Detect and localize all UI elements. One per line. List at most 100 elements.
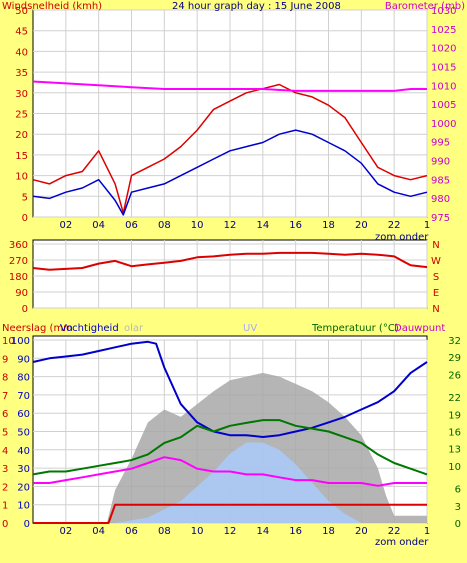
climate-x-tick-label: 04 (92, 526, 105, 537)
chart-title: 24 hour graph day : 15 June 2008 (172, 1, 341, 12)
climate-x-tick-label: 10 (191, 526, 204, 537)
dewpoint-line (33, 456, 427, 487)
rain-line (33, 503, 427, 524)
climate-x-tick-label: 02 (59, 526, 72, 537)
wind-x-tick-label: 18 (322, 220, 335, 231)
temperature-y-tick-label: 32 (448, 336, 461, 347)
uv-area (115, 442, 362, 523)
direction-y-tick-label: 270 (9, 256, 28, 267)
barometer-y-tick-label: 975 (431, 213, 450, 224)
wind-y-tick-label: 10 (15, 172, 28, 183)
rain-y-tick-label: 6 (2, 409, 8, 420)
climate-x-tick-label: 06 (125, 526, 138, 537)
barometer-y-tick-label: 985 (431, 175, 450, 186)
barometer-y-tick-label: 1015 (431, 62, 456, 73)
temperature-axis-label: Temperatuur (°C) (311, 323, 399, 334)
wind-y-tick-label: 45 (15, 27, 28, 38)
gust-line (32, 83, 428, 214)
wind-y-tick-label: 40 (15, 47, 28, 58)
temperature-y-tick-label: 29 (448, 353, 461, 364)
temperature-y-tick-label: 0 (455, 519, 461, 530)
barometer-y-tick-label: 1020 (431, 44, 456, 55)
rain-y-tick-label: 0 (2, 519, 8, 530)
direction-grid (33, 240, 428, 309)
climate-x-tick-label: 12 (224, 526, 237, 537)
climate-marks (32, 340, 428, 524)
barometer-y-tick-label: 1010 (431, 81, 456, 92)
compass-tick-label: N (432, 240, 439, 251)
climate-x-tick-label: 14 (256, 526, 269, 537)
direction-y-tick-label: 360 (9, 240, 28, 251)
wind-x-tick-label: 10 (191, 220, 204, 231)
humidity-y-tick-label: 70 (17, 391, 30, 402)
temperature-line (32, 419, 428, 476)
rain-y-tick-label: 5 (2, 428, 8, 439)
rain-y-tick-label: 7 (2, 391, 8, 402)
direction-y-tick-label: 90 (15, 288, 28, 299)
temperature-y-tick-label: 16 (448, 428, 461, 439)
direction-marks (32, 251, 428, 271)
wind-x-tick-label: 02 (59, 220, 72, 231)
barometer-y-tick-label: 1025 (431, 25, 456, 36)
wind-x-axis-label: zom onder (375, 232, 429, 243)
barometer-y-tick-label: 1030 (431, 6, 456, 17)
humidity-y-tick-label: 80 (17, 373, 30, 384)
climate-x-tick-label: 1 (424, 526, 430, 537)
compass-tick-label: W (431, 256, 441, 267)
rain-y-tick-label: 10 (2, 336, 15, 347)
wind-marks (32, 80, 428, 216)
direction-line (32, 251, 428, 271)
wind-x-tick-label: 08 (158, 220, 171, 231)
temperature-y-tick-label: 13 (448, 445, 461, 456)
humidity-axis-label: Vochtigheid (60, 323, 119, 334)
compass-tick-label: E (433, 288, 439, 299)
average-line (32, 129, 428, 216)
climate-x-tick-label: 22 (388, 526, 401, 537)
compass-tick-label: N (432, 304, 439, 315)
temperature-y-tick-label: 6 (455, 485, 461, 496)
wind-x-tick-label: 20 (355, 220, 368, 231)
temperature-y-tick-label: 19 (448, 410, 461, 421)
humidity-y-tick-label: 30 (17, 464, 30, 475)
barometer-axis-label: Barometer (mb) (385, 1, 465, 12)
axis-ticks: 0510152025303540455097598098599099510001… (2, 6, 461, 537)
wind-y-tick-label: 30 (15, 89, 28, 100)
rain-y-tick-label: 4 (2, 446, 8, 457)
humidity-y-tick-label: 90 (17, 354, 30, 365)
barometer-line (32, 80, 427, 92)
humidity-y-tick-label: 0 (24, 519, 30, 530)
rain-y-tick-label: 8 (2, 373, 8, 384)
uv-axis-label: UV (243, 323, 257, 334)
humidity-line (32, 340, 428, 438)
rain-y-tick-label: 2 (2, 482, 8, 493)
direction-y-tick-label: 180 (9, 272, 28, 283)
barometer-y-tick-label: 995 (431, 138, 450, 149)
solar-axis-label: olar (124, 323, 144, 334)
temperature-y-tick-label: 26 (448, 370, 461, 381)
temperature-y-tick-label: 3 (455, 502, 461, 513)
rain-y-tick-label: 9 (2, 354, 8, 365)
wind-x-tick-label: 04 (92, 220, 105, 231)
wind-x-tick-label: 12 (224, 220, 237, 231)
barometer-y-tick-label: 990 (431, 157, 450, 168)
climate-x-tick-label: 18 (322, 526, 335, 537)
wind-x-tick-label: 06 (125, 220, 138, 231)
dewpoint-axis-label: Dauwpunt (394, 323, 445, 334)
humidity-y-tick-label: 10 (17, 501, 30, 512)
climate-x-axis-label: zom onder (375, 537, 429, 548)
temperature-y-tick-label: 22 (448, 393, 461, 404)
wind-x-tick-label: 22 (388, 220, 401, 231)
wind-x-tick-label: 14 (256, 220, 269, 231)
rain-y-tick-label: 1 (2, 501, 8, 512)
climate-x-tick-label: 20 (355, 526, 368, 537)
humidity-y-tick-label: 100 (11, 336, 30, 347)
humidity-y-tick-label: 50 (17, 428, 30, 439)
temperature-y-tick-label: 10 (448, 462, 461, 473)
wind-x-tick-label: 16 (289, 220, 302, 231)
barometer-y-tick-label: 980 (431, 194, 450, 205)
wind-y-tick-label: 20 (15, 130, 28, 141)
humidity-y-tick-label: 20 (17, 482, 30, 493)
wind-y-tick-label: 0 (22, 213, 28, 224)
